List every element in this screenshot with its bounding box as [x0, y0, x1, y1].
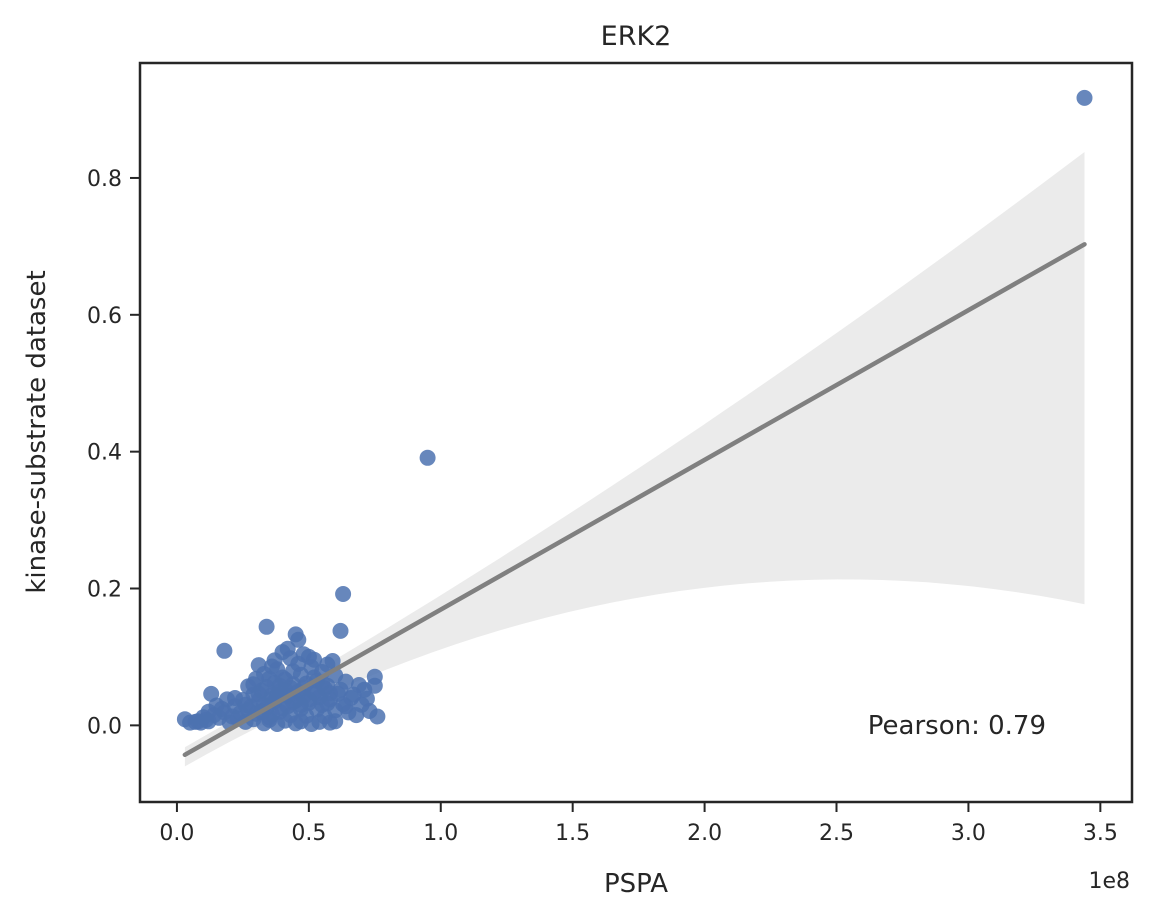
- x-axis-label: PSPA: [604, 869, 668, 899]
- y-tick-label: 0.2: [87, 578, 122, 603]
- data-point: [356, 681, 373, 698]
- pearson-annotation: Pearson: 0.79: [868, 711, 1046, 741]
- x-tick-label: 1.5: [555, 821, 590, 846]
- data-point: [282, 650, 299, 667]
- y-tick-label: 0.8: [87, 167, 122, 192]
- data-point: [224, 708, 241, 725]
- data-point: [198, 711, 214, 728]
- chart-title: ERK2: [601, 21, 672, 52]
- y-tick-label: 0.6: [87, 304, 122, 329]
- y-tick-label: 0.4: [87, 441, 122, 466]
- y-axis-ticks: 0.0 0.2 0.4 0.6 0.8: [87, 167, 140, 739]
- data-point: [290, 631, 307, 648]
- data-point: [182, 714, 199, 731]
- data-point: [348, 707, 365, 724]
- data-point: [245, 676, 262, 693]
- data-point: [319, 677, 336, 694]
- x-tick-label: 0.0: [159, 821, 194, 846]
- x-axis-offset-label: 1e8: [1088, 869, 1130, 894]
- regression-line-layer: [182, 242, 1087, 758]
- x-tick-label: 2.0: [687, 821, 722, 846]
- x-axis-ticks: 0.0 0.5 1.0 1.5 2.0 2.5 3.0 3.5: [159, 802, 1118, 846]
- data-point: [1076, 89, 1093, 106]
- x-tick-label: 1.0: [423, 821, 458, 846]
- data-point: [337, 698, 354, 715]
- data-point: [332, 622, 349, 639]
- y-tick-label: 0.0: [87, 714, 122, 739]
- data-point: [271, 677, 288, 694]
- data-point: [258, 618, 275, 635]
- data-point: [227, 690, 243, 706]
- x-tick-label: 3.5: [1083, 821, 1118, 846]
- x-tick-label: 3.0: [951, 821, 986, 846]
- regression-line: [182, 242, 1087, 758]
- data-point: [287, 715, 304, 732]
- data-point: [369, 708, 386, 725]
- data-point: [216, 642, 233, 659]
- data-point: [303, 716, 320, 732]
- x-tick-label: 0.5: [291, 821, 326, 846]
- x-tick-label: 2.5: [819, 821, 854, 846]
- data-point: [419, 449, 436, 466]
- y-axis-label: kinase-substrate dataset: [22, 270, 52, 593]
- data-point: [322, 714, 338, 731]
- data-point: [335, 586, 352, 602]
- data-point: [266, 652, 283, 669]
- plot-frame: [138, 61, 1134, 804]
